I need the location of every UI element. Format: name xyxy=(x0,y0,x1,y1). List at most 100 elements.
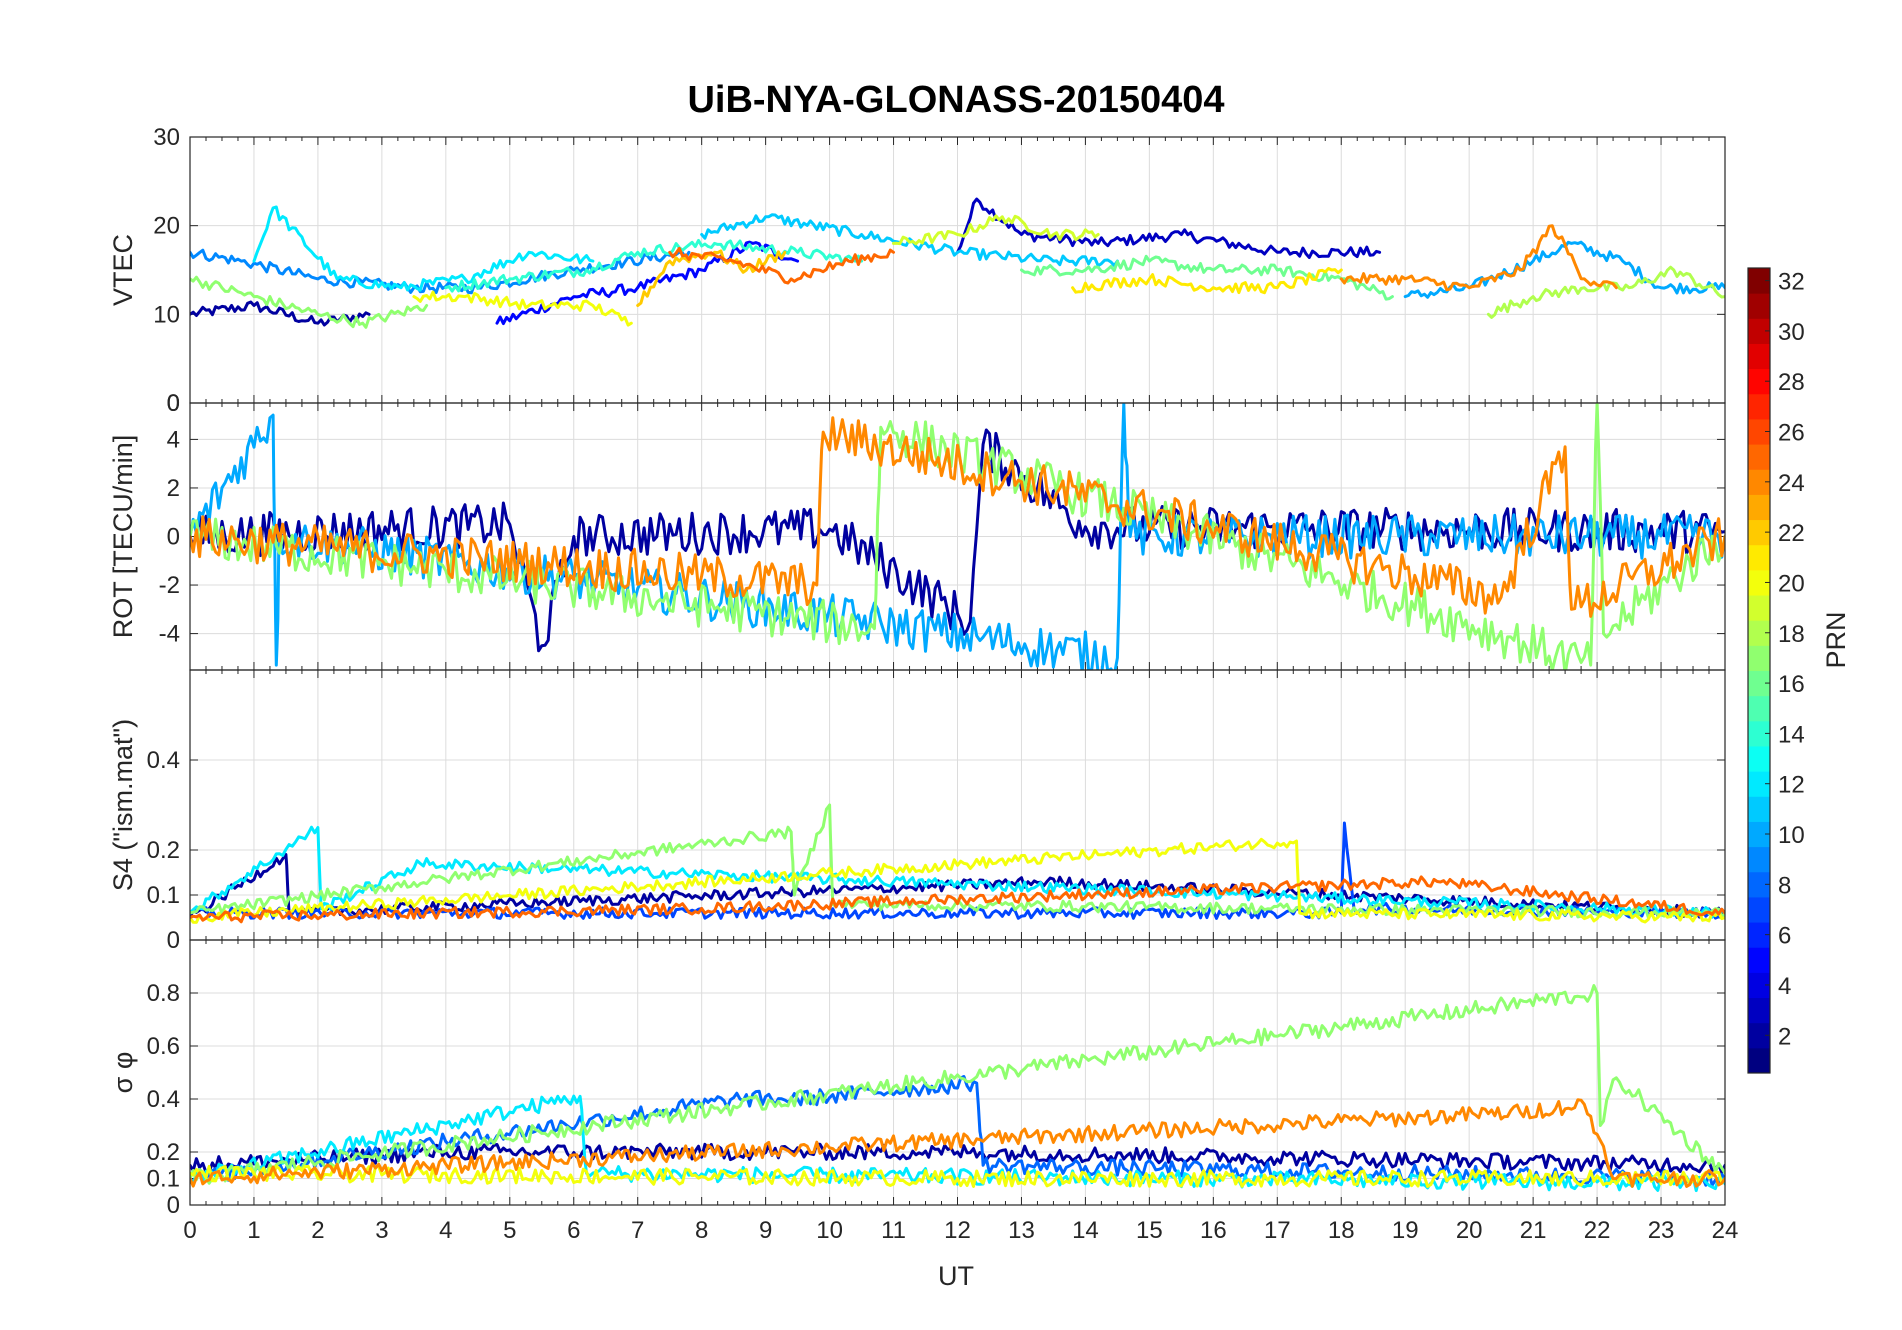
panel-2: -4 -2 0 2 4 0 ROT [TECU/min] xyxy=(108,390,1726,671)
x-tick-label: 15 xyxy=(1136,1217,1163,1244)
colorbar-swatch xyxy=(1748,519,1770,546)
trace-prn-17 xyxy=(190,803,1725,919)
x-axis-ticks: 0 1 2 3 4 5 6 7 8 9 10 11 12 13 14 15 16 17 18 19 20 21 22 23 24 xyxy=(183,1217,1738,1244)
x-tick-label: 1 xyxy=(247,1217,260,1244)
x-tick-label: 11 xyxy=(881,1217,906,1244)
colorbar-swatch xyxy=(1748,645,1770,671)
x-tick-label: 19 xyxy=(1392,1217,1419,1244)
colorbar-tick-label: 32 xyxy=(1778,269,1805,296)
trace-prn-2 xyxy=(190,300,371,327)
trace-prn-12 xyxy=(252,205,595,292)
trace-prn-25 xyxy=(190,875,1725,924)
y-axis-label: ROT [TECU/min] xyxy=(108,435,138,639)
colorbar-swatch xyxy=(1748,544,1770,571)
y-tick-label: 2 xyxy=(167,475,180,502)
traces xyxy=(190,197,1725,329)
colorbar-swatch xyxy=(1748,1022,1770,1049)
x-tick-label: 22 xyxy=(1584,1217,1611,1244)
colorbar-tick-label: 12 xyxy=(1778,772,1805,799)
colorbar-swatch xyxy=(1748,720,1770,747)
colorbar-swatch xyxy=(1748,997,1770,1024)
trace-prn-3 xyxy=(956,197,1382,259)
trace-prn-21 xyxy=(1071,267,1343,295)
colorbar-swatch xyxy=(1748,695,1770,722)
trace-prn-18 xyxy=(1486,265,1725,319)
traces xyxy=(190,803,1725,924)
trace-prn-20 xyxy=(190,837,1725,924)
colorbar-swatch xyxy=(1748,896,1770,923)
trace-prn-24 xyxy=(1339,224,1618,292)
colorbar-swatch xyxy=(1748,871,1770,898)
colorbar-swatch xyxy=(1748,846,1770,873)
x-tick-label: 5 xyxy=(503,1217,516,1244)
colorbar-tick-label: 8 xyxy=(1778,872,1791,899)
colorbar-tick-label: 22 xyxy=(1778,520,1805,547)
y-tick-label: -2 xyxy=(159,572,180,599)
colorbar-swatch xyxy=(1748,947,1770,973)
x-tick-label: 8 xyxy=(695,1217,708,1244)
colorbar-swatch xyxy=(1748,293,1770,319)
colorbar-swatch xyxy=(1748,796,1770,822)
colorbar-swatch xyxy=(1748,368,1770,395)
trace-prn-25 xyxy=(668,246,895,285)
trace-prn-17 xyxy=(190,275,429,329)
y-tick-label: -4 xyxy=(159,621,180,648)
y-tick-label: 30 xyxy=(153,124,180,151)
colorbar-tick-label: 20 xyxy=(1778,570,1805,597)
colorbar-swatch xyxy=(1748,922,1770,948)
trace-prn-5 xyxy=(495,240,800,326)
colorbar-tick-label: 14 xyxy=(1778,721,1805,748)
x-tick-label: 2 xyxy=(311,1217,324,1244)
x-tick-label: 10 xyxy=(816,1217,843,1244)
panel-4: 00.10.2 0.4 0.6 0.8 σ φ xyxy=(108,939,1726,1219)
panel-3: 0 0.1 0.2 0.4 S4 ("ism.mat") xyxy=(108,669,1726,954)
trace-prn-20 xyxy=(190,1164,1725,1188)
x-tick-label: 13 xyxy=(1008,1217,1035,1244)
x-tick-label: 17 xyxy=(1264,1217,1291,1244)
x-tick-label: 9 xyxy=(759,1217,772,1244)
colorbar-swatch xyxy=(1748,569,1770,596)
colorbar-swatch xyxy=(1748,318,1770,344)
colorbar-swatch xyxy=(1748,745,1770,772)
colorbar-label: PRN xyxy=(1821,611,1851,668)
colorbar-tick-label: 18 xyxy=(1778,621,1805,648)
trace-prn-24 xyxy=(190,1098,1725,1188)
colorbar-swatch xyxy=(1748,595,1770,621)
traces xyxy=(190,984,1725,1193)
colorbar-tick-label: 30 xyxy=(1778,319,1805,346)
y-tick-label: 0.1 xyxy=(147,882,180,909)
colorbar-tick-label: 6 xyxy=(1778,923,1791,950)
y-tick-label: 0.2 xyxy=(147,837,180,864)
colorbar-swatch xyxy=(1748,268,1770,294)
trace-prn-9 xyxy=(190,248,691,295)
traces xyxy=(190,403,1725,670)
chart-title: UiB-NYA-GLONASS-20150404 xyxy=(687,79,1224,121)
trace-prn-17 xyxy=(190,984,1725,1185)
trace-prn-19 xyxy=(892,214,1100,246)
y-tick-label: 0.2 xyxy=(147,1139,180,1166)
trace-prn-22 xyxy=(636,249,787,307)
x-tick-label: 18 xyxy=(1328,1217,1355,1244)
colorbar-swatch xyxy=(1748,343,1770,370)
colorbar-tick-label: 4 xyxy=(1778,973,1791,1000)
colorbar-tick-label: 16 xyxy=(1778,671,1805,698)
colorbar-tick-label: 26 xyxy=(1778,420,1805,447)
x-tick-label: 23 xyxy=(1648,1217,1675,1244)
y-tick-label: 4 xyxy=(167,426,180,453)
x-axis-label: UT xyxy=(938,1261,974,1291)
colorbar-swatch xyxy=(1748,620,1770,646)
y-tick-label: 0.8 xyxy=(147,980,180,1007)
colorbar-swatch xyxy=(1748,393,1770,420)
colorbar-swatch xyxy=(1748,418,1770,445)
x-tick-label: 3 xyxy=(375,1217,388,1244)
colorbar-frame xyxy=(1747,267,1771,1074)
y-tick-label: 0 xyxy=(167,390,180,417)
colorbar-swatch xyxy=(1748,444,1770,470)
colorbar-swatch xyxy=(1748,1047,1770,1074)
panel-1: 0 10 20 30 VTEC xyxy=(108,124,1726,417)
trace-prn-11 xyxy=(700,213,1119,268)
y-tick-label: 0 xyxy=(167,390,180,417)
trace-prn-24 xyxy=(190,416,1725,618)
x-tick-label: 24 xyxy=(1712,1217,1739,1244)
